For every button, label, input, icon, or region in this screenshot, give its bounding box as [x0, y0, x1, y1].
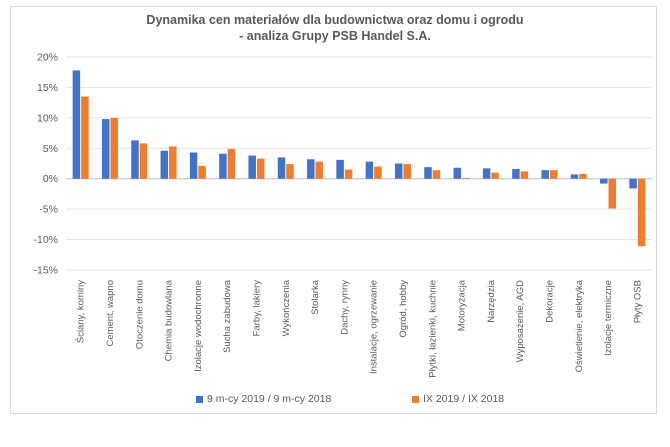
x-tick-label: Sucha zabudowa [222, 279, 233, 353]
bar-series-2 [344, 169, 353, 179]
bar-series-1 [219, 153, 227, 179]
bar-series-1 [394, 163, 403, 179]
bar-series-2 [110, 117, 118, 179]
bar-series-2 [491, 172, 499, 179]
bar-series-2 [256, 158, 265, 179]
bar-series-2 [637, 178, 646, 247]
bar-series-1 [336, 159, 344, 179]
chart-frame [10, 6, 657, 414]
bar-series-1 [512, 168, 520, 179]
legend-label-series-2: IX 2019 / IX 2018 [423, 393, 505, 405]
bar-series-2 [286, 164, 294, 179]
bar-series-1 [629, 178, 637, 189]
bar-series-2 [549, 170, 558, 179]
bar-series-2 [608, 178, 617, 209]
bar-series-2 [579, 173, 587, 179]
y-tick-label: 20% [37, 52, 58, 64]
x-tick-label: Wykończenia [281, 279, 292, 336]
bar-series-2 [139, 143, 148, 179]
x-tick-label: Ogród, hobby [398, 280, 409, 338]
x-tick-label: Płytki, łazienki, kuchnie [427, 280, 438, 378]
bar-series-2 [374, 166, 382, 179]
x-tick-label: Izolacje termiczne [603, 280, 614, 356]
legend-swatch-series-1 [196, 395, 203, 403]
bar-series-2 [462, 178, 470, 179]
bar-series-2 [432, 170, 441, 179]
bar-series-1 [570, 174, 579, 179]
bar-series-1 [424, 167, 432, 179]
bar-series-1 [277, 157, 286, 179]
y-axis: 20% 15% 10% 5% 0% -5% -10% -15% [33, 52, 58, 277]
x-tick-label: Stolarka [310, 279, 321, 315]
y-tick-label: -15% [33, 265, 58, 277]
bar-series-1 [365, 161, 374, 179]
y-tick-label: 15% [37, 82, 58, 94]
bars [72, 70, 646, 247]
y-tick-label: -5% [39, 204, 58, 216]
legend-label-series-1: 9 m-cy 2019 / 9 m-cy 2018 [207, 393, 332, 405]
bar-series-2 [169, 146, 177, 179]
bar-series-2 [198, 165, 206, 179]
x-tick-label: Cement, wapno [105, 280, 116, 347]
y-tick-label: 5% [43, 143, 58, 155]
x-tick-label: Płyty OSB [632, 280, 643, 323]
x-tick-label: Dekoracje [544, 280, 555, 323]
x-tick-label: Izolacje wodochronne [193, 280, 204, 372]
legend-swatch-series-2 [412, 395, 419, 403]
bar-series-1 [72, 70, 81, 179]
x-tick-label: Oświetlenie, elektryka [574, 279, 585, 372]
chart-title-line-2: - analiza Grupy PSB Handel S.A. [239, 29, 431, 43]
bar-series-2 [227, 148, 236, 179]
y-tick-label: 10% [37, 112, 58, 124]
legend-item-series-1: 9 m-cy 2019 / 9 m-cy 2018 [196, 393, 331, 405]
bar-series-1 [541, 170, 549, 179]
bar-series-2 [520, 171, 529, 179]
legend-item-series-2: IX 2019 / IX 2018 [412, 393, 504, 405]
chart-title-line-1: Dynamika cen materiałów dla budownictwa … [146, 13, 524, 27]
bar-series-1 [600, 178, 608, 184]
grid-lines [66, 56, 652, 271]
bar-series-2 [315, 161, 324, 179]
x-tick-label: Otoczenie domu [134, 280, 145, 349]
chart-title: Dynamika cen materiałów dla budownictwa … [0, 12, 670, 44]
x-axis: Ściany, kominy Cement, wapno Otoczenie dom… [75, 279, 644, 377]
x-tick-label: Dachy, rynny [339, 280, 350, 335]
bar-series-1 [482, 168, 491, 179]
bar-series-1 [131, 140, 139, 179]
bar-series-1 [101, 119, 110, 179]
bar-series-1 [189, 152, 198, 179]
bar-series-1 [160, 150, 169, 179]
y-tick-label: -10% [33, 234, 58, 246]
x-tick-label: Farby, lakiery [251, 280, 262, 337]
y-tick-label: 0% [43, 173, 58, 185]
bar-series-2 [81, 96, 89, 179]
x-tick-label: Chemia budowlana [164, 279, 175, 361]
bar-series-1 [453, 167, 462, 179]
x-tick-label: Wyposażenie, AGD [515, 280, 526, 362]
bar-series-2 [403, 164, 411, 179]
x-tick-label: Narzędzia [486, 279, 497, 322]
bar-series-1 [307, 159, 315, 179]
x-tick-label: Ściany, kominy [75, 280, 87, 343]
x-tick-label: Motoryzacja [457, 279, 468, 331]
x-tick-label: Instalacje, ogrzewanie [369, 280, 380, 374]
bar-series-1 [248, 155, 256, 179]
